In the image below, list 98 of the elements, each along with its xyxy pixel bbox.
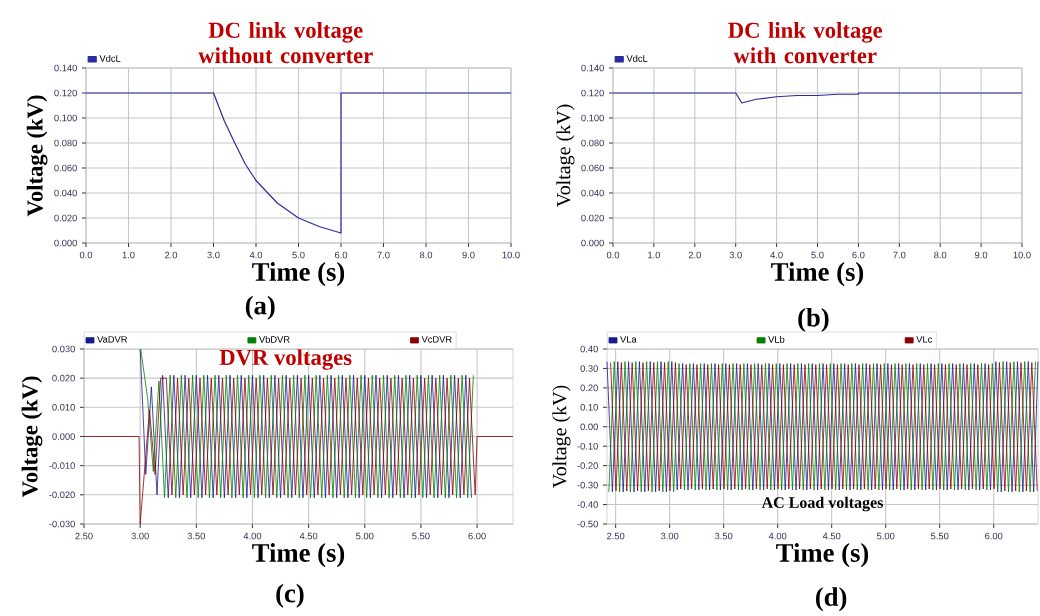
legend-label: VLc xyxy=(916,336,933,343)
y-tick-label: 0.20 xyxy=(580,384,598,392)
legend-label: VdcL xyxy=(626,54,648,62)
y-tick-label: 0.010 xyxy=(52,404,75,411)
legend-label: VdcL xyxy=(99,54,121,62)
y-tick-label: -0.010 xyxy=(49,462,75,469)
x-tick-label: 9.0 xyxy=(975,251,988,259)
x-tick-label: 1.0 xyxy=(648,251,661,259)
x-tick-label: 3.00 xyxy=(660,532,679,540)
x-axis-title: Time (s) xyxy=(776,543,869,568)
x-tick-label: 5.50 xyxy=(931,532,949,540)
text: (b) xyxy=(798,307,829,333)
x-tick-label: 4.00 xyxy=(768,532,787,540)
y-tick-label: 0.100 xyxy=(54,114,77,122)
x-tick-label: 3.0 xyxy=(207,251,220,259)
y-tick-label: 0.030 xyxy=(52,345,75,353)
y-tick-label: 0.060 xyxy=(54,164,77,172)
x-tick-label: 5.00 xyxy=(356,532,374,540)
x-tick-label: 10.0 xyxy=(502,251,520,259)
x-tick-label: 6.00 xyxy=(468,532,486,540)
y-tick-label: -0.30 xyxy=(577,481,598,489)
y-tick-label: 0.120 xyxy=(54,89,77,97)
y-tick-label: 0.080 xyxy=(581,139,604,147)
line-series xyxy=(85,92,512,234)
y-axis-title: Voltage (kV) xyxy=(26,95,48,217)
legend-label: VLb xyxy=(768,335,785,343)
y-tick-label: -0.10 xyxy=(577,442,598,450)
line-series xyxy=(83,377,514,525)
y-tick-label: 0.020 xyxy=(52,374,75,382)
y-axis-title: Voltage (kV) xyxy=(556,104,575,207)
x-tick-label: 3.00 xyxy=(131,532,149,540)
y-tick-label: 0.00 xyxy=(580,423,598,431)
text: (a) xyxy=(245,295,275,320)
y-tick-label: 0.060 xyxy=(581,164,604,172)
x-tick-label: 6.00 xyxy=(985,532,1003,540)
x-tick-label: 4.00 xyxy=(243,532,262,540)
y-tick-label: 0.140 xyxy=(54,64,77,72)
x-tick-label: 5.50 xyxy=(412,532,430,540)
y-tick-label: 0.040 xyxy=(54,189,77,197)
legend-label: VLa xyxy=(620,336,637,343)
x-tick-label: 2.0 xyxy=(688,251,701,259)
x-axis-title: Time (s) xyxy=(252,262,345,287)
y-axis-title: Voltage (kV) xyxy=(552,385,571,489)
y-tick-label: 0.30 xyxy=(580,365,598,372)
legend-label: VaDVR xyxy=(97,336,128,343)
y-tick-label: 0.40 xyxy=(580,345,598,353)
y-tick-label: 0.120 xyxy=(581,89,604,97)
x-tick-label: 4.0 xyxy=(770,251,783,259)
y-tick-label: 0.10 xyxy=(580,404,598,411)
x-axis-title: Time (s) xyxy=(771,262,864,287)
text: AC Load voltages xyxy=(761,496,883,512)
legend-label: VcDVR xyxy=(421,336,452,343)
x-tick-label: 6.0 xyxy=(852,251,865,259)
x-tick-label: 3.50 xyxy=(187,532,206,540)
x-tick-label: 2.50 xyxy=(607,532,625,540)
y-tick-label: 0.020 xyxy=(581,214,604,222)
x-tick-label: 4.0 xyxy=(249,251,263,259)
y-tick-label: 0.100 xyxy=(581,114,604,122)
x-tick-label: 4.50 xyxy=(299,532,318,540)
x-tick-label: 2.0 xyxy=(164,251,178,259)
y-tick-label: -0.50 xyxy=(577,520,598,528)
x-tick-label: 4.50 xyxy=(822,532,841,540)
x-axis-title: Time (s) xyxy=(252,543,345,568)
x-tick-label: 3.0 xyxy=(729,251,742,259)
x-tick-label: 8.0 xyxy=(934,251,947,259)
y-tick-label: -0.40 xyxy=(577,501,598,508)
y-tick-label: 0.000 xyxy=(54,239,77,247)
y-tick-label: 0.040 xyxy=(581,189,604,197)
line-series xyxy=(612,92,1023,104)
x-tick-label: 3.50 xyxy=(714,532,733,540)
chart-title: DVR voltages xyxy=(219,349,352,370)
x-tick-label: 9.0 xyxy=(462,251,475,259)
y-tick-label: 0.080 xyxy=(54,139,77,147)
y-tick-label: 0.020 xyxy=(54,214,77,222)
chart-title: DC link voltage without converter xyxy=(198,21,373,64)
y-tick-label: -0.20 xyxy=(577,462,598,469)
y-axis-title: Voltage (kV) xyxy=(21,376,43,498)
x-tick-label: 10.0 xyxy=(1013,251,1031,259)
x-tick-label: 5.00 xyxy=(876,532,895,540)
y-tick-label: 0.140 xyxy=(581,64,604,72)
x-tick-label: 1.0 xyxy=(122,251,135,259)
y-tick-label: -0.030 xyxy=(49,520,75,528)
x-tick-label: 5.0 xyxy=(811,251,824,259)
y-tick-label: -0.020 xyxy=(49,491,75,499)
x-tick-label: 2.50 xyxy=(75,532,93,540)
x-tick-label: 0.0 xyxy=(79,251,93,259)
legend-label: VbDVR xyxy=(259,335,290,343)
y-tick-label: 0.000 xyxy=(581,239,604,247)
x-tick-label: 0.0 xyxy=(606,251,620,259)
text: (c) xyxy=(276,583,304,608)
y-tick-label: 0.000 xyxy=(52,433,75,440)
x-tick-label: 7.0 xyxy=(377,251,390,259)
x-tick-label: 7.0 xyxy=(893,251,906,259)
x-tick-label: 6.0 xyxy=(335,251,348,259)
chart-title: DC link voltage with converter xyxy=(728,22,883,64)
x-tick-label: 5.0 xyxy=(292,251,305,259)
text: (d) xyxy=(816,587,847,612)
x-tick-label: 8.0 xyxy=(419,251,433,259)
